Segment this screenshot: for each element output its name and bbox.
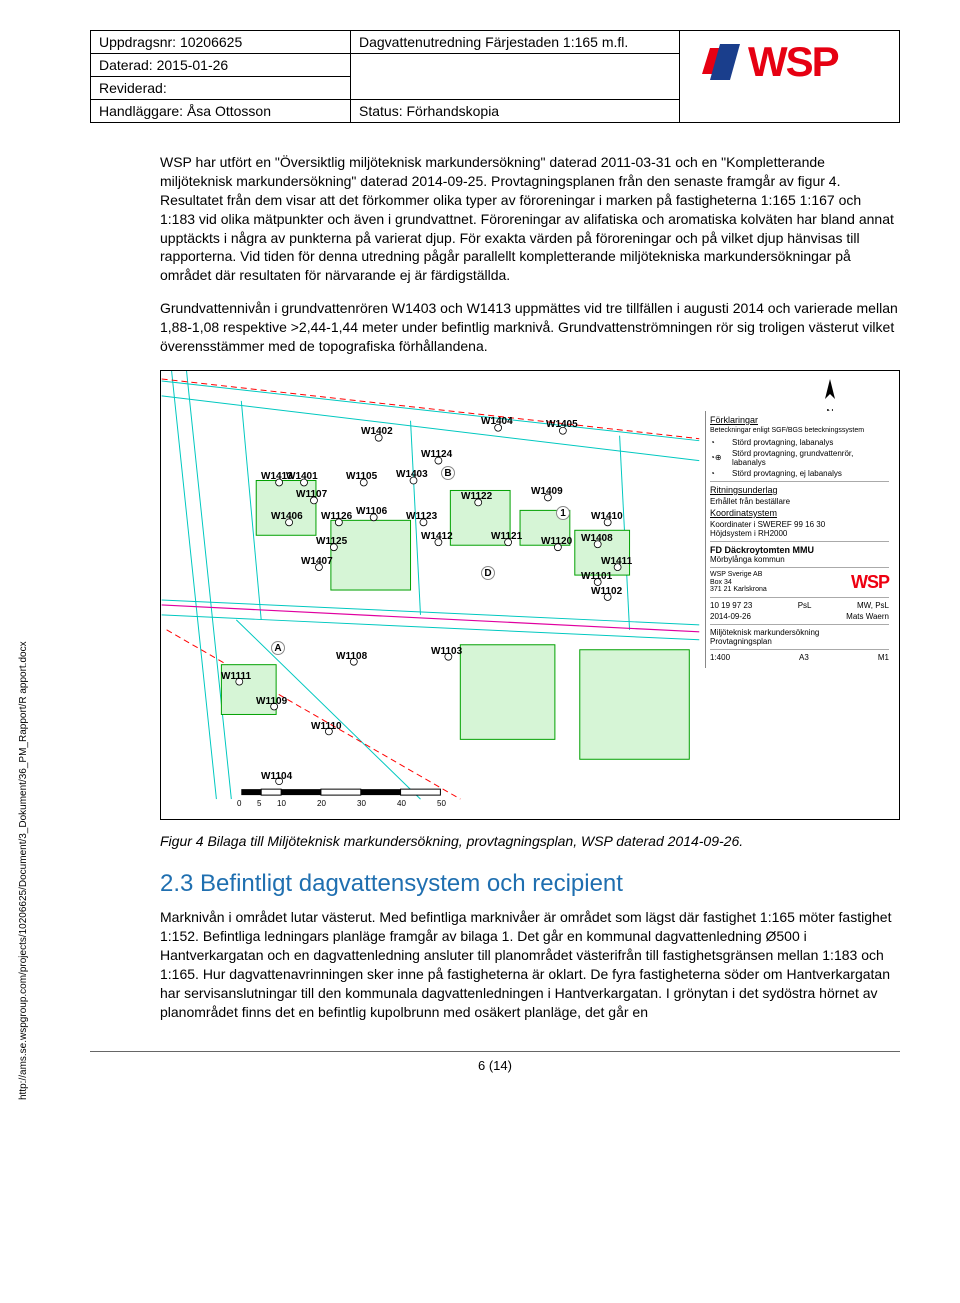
tb-hojd-text: Höjdsystem i RH2000 bbox=[710, 529, 889, 538]
tb-beteckn: Beteckningar enligt SGF/BGS beteckningss… bbox=[710, 427, 889, 434]
scale-tick: 20 bbox=[317, 799, 326, 808]
tb-leg1: Störd provtagning, labanalys bbox=[732, 438, 833, 447]
map-label: W1405 bbox=[546, 419, 578, 430]
map-label: W1111 bbox=[221, 671, 251, 682]
section-title: Befintligt dagvattensystem och recipient bbox=[200, 870, 623, 897]
tb-date: 2014-09-26 bbox=[710, 612, 751, 621]
doc-title: Dagvattenutredning Färjestaden 1:165 m.f… bbox=[351, 31, 680, 54]
map-label: W1125 bbox=[316, 536, 347, 547]
map-label: W1407 bbox=[301, 556, 333, 567]
map-label: W1126 bbox=[321, 511, 352, 522]
handlaggare-label: Handläggare: bbox=[99, 103, 183, 119]
map-label: W1101 bbox=[581, 571, 612, 582]
tb-mini-logo: WSP bbox=[851, 572, 889, 593]
map-label: W1410 bbox=[591, 511, 623, 522]
figure-4: N W1402W1404W1405W1124W1401W1413W1105W14… bbox=[160, 370, 900, 820]
uppdragsnr-value: 10206625 bbox=[180, 34, 242, 50]
map-label: W1104 bbox=[261, 771, 292, 782]
map-label: W1413 bbox=[261, 471, 293, 482]
map-label: W1124 bbox=[421, 449, 452, 460]
tb-ritning-head: Ritningsunderlag bbox=[710, 485, 889, 495]
map-label: W1122 bbox=[461, 491, 492, 502]
tb-koord-text: Koordinater i SWEREF 99 16 30 bbox=[710, 520, 889, 529]
scale-tick: 30 bbox=[357, 799, 366, 808]
map-label: W1412 bbox=[421, 531, 453, 542]
scale-tick: 40 bbox=[397, 799, 406, 808]
paragraph-2: Grundvattennivån i grundvattenrören W140… bbox=[160, 299, 900, 356]
map-label: W1403 bbox=[396, 469, 428, 480]
tb-proj-sub: Mörbylånga kommun bbox=[710, 555, 889, 564]
map-label: W1408 bbox=[581, 533, 613, 544]
scale-tick: 0 bbox=[237, 799, 241, 808]
map-label: 1 bbox=[556, 506, 570, 520]
figure-caption: Figur 4 Bilaga till Miljöteknisk markund… bbox=[160, 832, 900, 850]
tb-leg2: Störd provtagning, grundvattenrör, laban… bbox=[732, 449, 889, 467]
scale-tick: 50 bbox=[437, 799, 446, 808]
map-label: W1107 bbox=[296, 489, 327, 500]
wsp-logo: WSP bbox=[700, 34, 880, 86]
tb-bottom1: Miljöteknisk markundersökning bbox=[710, 628, 889, 637]
daterad-value: 2015-01-26 bbox=[157, 57, 229, 73]
map-label: W1121 bbox=[491, 531, 522, 542]
tb-forklaringar: Förklaringar bbox=[710, 415, 889, 425]
map-label: W1409 bbox=[531, 486, 563, 497]
scale-tick: 10 bbox=[277, 799, 286, 808]
map-label: W1406 bbox=[271, 511, 303, 522]
map-label: W1103 bbox=[431, 646, 462, 657]
map-label: W1108 bbox=[336, 651, 367, 662]
tb-koord-head: Koordinatsystem bbox=[710, 508, 889, 518]
page-footer: 6 (14) bbox=[90, 1051, 900, 1073]
tb-bottom2: Provtagningsplan bbox=[710, 637, 889, 646]
map-label: W1102 bbox=[591, 586, 622, 597]
status-label: Status: bbox=[359, 103, 403, 119]
map-label: W1109 bbox=[256, 696, 287, 707]
reviderad-label: Reviderad: bbox=[99, 80, 167, 96]
map-label: W1120 bbox=[541, 536, 572, 547]
uppdragsnr-label: Uppdragsnr: bbox=[99, 34, 176, 50]
scale-tick: 5 bbox=[257, 799, 261, 808]
tb-sign1: PsL bbox=[798, 601, 812, 610]
map-label: W1105 bbox=[346, 471, 377, 482]
tb-leg3: Störd provtagning, ej labanalys bbox=[732, 469, 842, 478]
map-label: D bbox=[481, 566, 495, 580]
tb-ritning-text: Erhållet från beställare bbox=[710, 497, 889, 506]
section-heading: 2.3 Befintligt dagvattensystem och recip… bbox=[160, 870, 900, 898]
tb-scale: 1:400 bbox=[710, 653, 730, 662]
paragraph-1: WSP har utfört en "Översiktlig miljötekn… bbox=[160, 153, 900, 285]
map-label: W1110 bbox=[311, 721, 342, 732]
tb-format: A3 bbox=[799, 653, 809, 662]
section-number: 2.3 bbox=[160, 870, 193, 897]
tb-proj-title: FD Däckroytomten MMU bbox=[710, 545, 889, 555]
svg-text:WSP: WSP bbox=[748, 38, 839, 85]
handlaggare-value: Åsa Ottosson bbox=[187, 103, 271, 119]
tb-sign2: MW, PsL bbox=[857, 601, 889, 610]
map-label: W1402 bbox=[361, 426, 393, 437]
map-label: W1411 bbox=[601, 556, 632, 567]
section-p1: Marknivån i området lutar västerut. Med … bbox=[160, 908, 900, 1021]
tb-sheet: M1 bbox=[878, 653, 889, 662]
drawing-title-block: Förklaringar Beteckningar enligt SGF/BGS… bbox=[705, 411, 893, 668]
map-label: W1123 bbox=[406, 511, 437, 522]
page-number: 6 (14) bbox=[478, 1058, 512, 1073]
map-label: W1404 bbox=[481, 416, 513, 427]
status-value: Förhandskopia bbox=[406, 103, 499, 119]
map-label: W1106 bbox=[356, 506, 387, 517]
tb-uppdrag: 10 19 97 23 bbox=[710, 601, 752, 610]
map-label: A bbox=[271, 641, 285, 655]
daterad-label: Daterad: bbox=[99, 57, 153, 73]
header-table: Uppdragsnr: 10206625 Dagvattenutredning … bbox=[90, 30, 900, 123]
map-label: B bbox=[441, 466, 455, 480]
tb-sign3: Mats Waern bbox=[846, 612, 889, 621]
